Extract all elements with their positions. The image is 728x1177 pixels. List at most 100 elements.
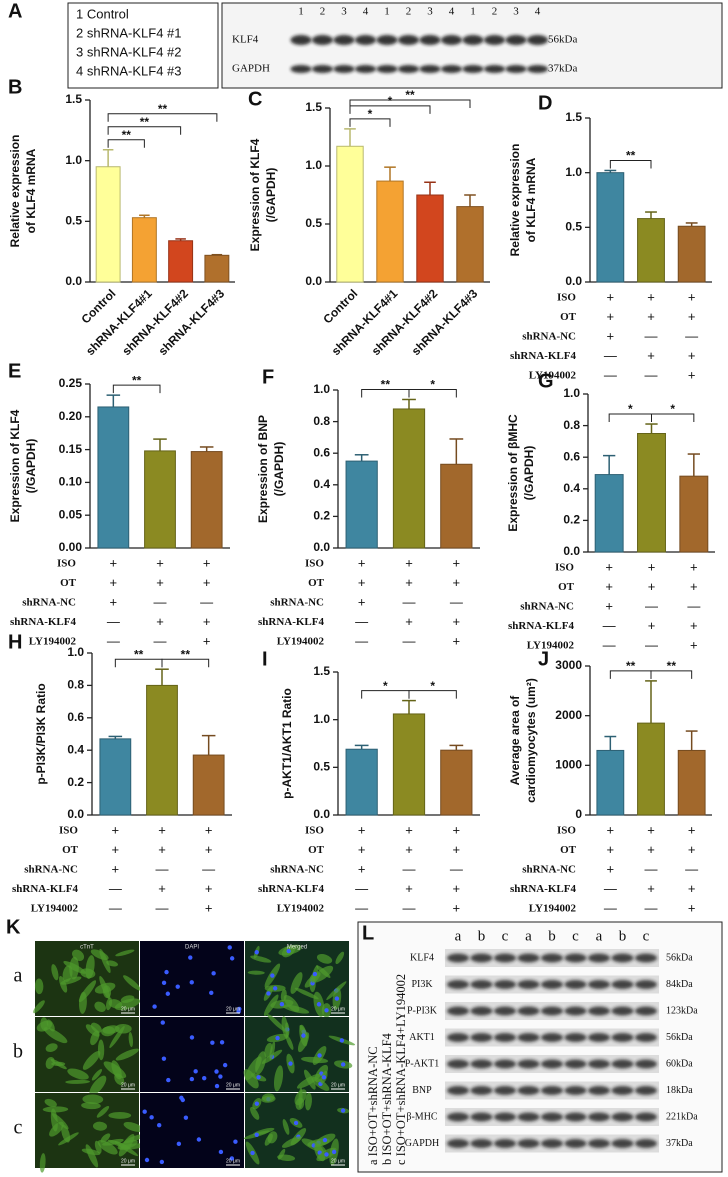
y-tick-label: 1.5 (313, 664, 330, 678)
blot-band (517, 1139, 540, 1148)
nucleus (256, 1075, 261, 1080)
treatment-mark: + (158, 881, 166, 896)
blot-band (447, 1086, 469, 1095)
bar (97, 406, 130, 549)
treatment-mark: + (648, 618, 656, 633)
blot-band (517, 1033, 540, 1042)
blot-band (333, 65, 355, 73)
blot-band (470, 953, 493, 963)
bar (677, 749, 706, 816)
nucleus (202, 1075, 207, 1081)
treatment-label: LY194002 (31, 903, 79, 915)
blot-band (484, 35, 505, 45)
significance-bracket (349, 118, 391, 127)
treatment-label: LY194002 (29, 636, 77, 648)
cell (283, 994, 300, 1012)
blot-band (588, 953, 610, 963)
legend-text: c ISO+OT+shRNA-KLF4+LY194002 (394, 974, 408, 1165)
treatment-label: OT (60, 577, 77, 589)
treatment-label: shRNA-KLF4 (10, 616, 77, 628)
blot-band (588, 1112, 610, 1122)
lane-label: 1 (470, 6, 476, 18)
bar (144, 450, 176, 549)
blot-band (541, 1112, 563, 1122)
treatment-label: ISO (557, 292, 576, 304)
treatment-mark: — (403, 861, 416, 876)
treatment-mark: + (605, 559, 613, 574)
treatment-label: OT (62, 844, 79, 856)
blot-band (290, 65, 312, 73)
treatment-mark: — (403, 633, 416, 648)
blot-band (611, 1059, 634, 1069)
treatment-mark: + (607, 861, 615, 876)
blot-band (611, 1139, 634, 1148)
panel-label: G (538, 370, 554, 392)
cell (96, 1105, 110, 1118)
blot-band (505, 35, 527, 45)
nucleus (218, 1074, 223, 1079)
y-tick-label: 1.0 (313, 382, 330, 396)
treatment-mark: + (112, 822, 120, 837)
treatment-mark: — (355, 881, 368, 896)
lane-label: 3 (427, 6, 433, 18)
blot-row-label: GAPDH (405, 1138, 439, 1149)
legend-text: b ISO+OT+shRNA-KLF4 (380, 1032, 394, 1165)
blot-row-label: GAPDH (232, 63, 270, 75)
blot-row-label: AKT1 (409, 1032, 435, 1043)
treatment-mark: + (405, 555, 413, 570)
cell (261, 1093, 275, 1102)
treatment-mark: + (688, 289, 696, 304)
blot-band (470, 1006, 493, 1016)
y-axis-label: Expression of KLF4 (248, 138, 262, 251)
treatment-label: OT (308, 577, 325, 589)
treatment-mark: — (645, 328, 658, 343)
treatment-label: shRNA-NC (24, 864, 78, 876)
cell (101, 1026, 116, 1037)
blot-band (564, 1112, 587, 1122)
nucleus (250, 1150, 255, 1156)
treatment-mark: + (110, 575, 118, 590)
treatment-label: shRNA-NC (22, 597, 76, 609)
bar (204, 254, 230, 283)
treatment-mark: + (405, 881, 413, 896)
treatment-mark: — (645, 367, 658, 382)
y-tick-label: 0.0 (565, 274, 582, 288)
scale-bar-label: 20 μm (226, 1006, 240, 1012)
lane-label: c (643, 928, 650, 944)
treatment-label: ISO (57, 558, 76, 570)
significance-label: * (430, 679, 435, 693)
nucleus (222, 1062, 228, 1068)
treatment-mark: — (645, 598, 658, 613)
bar (146, 684, 178, 816)
bar (596, 749, 625, 816)
treatment-mark: + (203, 575, 211, 590)
cell (117, 1139, 138, 1150)
blot-band (398, 35, 419, 45)
blot-band (527, 65, 548, 73)
treatment-mark: + (205, 900, 213, 915)
y-tick-label: 0.4 (67, 742, 84, 756)
treatment-label: shRNA-KLF4 (510, 883, 577, 895)
bar (637, 433, 666, 553)
nucleus (340, 1108, 346, 1113)
significance-label: ** (667, 659, 677, 673)
blot-band (441, 35, 462, 45)
significance-bracket (651, 413, 695, 423)
column-label: DAPI (185, 945, 199, 951)
treatment-mark: + (607, 842, 615, 857)
significance-bracket (112, 384, 161, 394)
cell (67, 1068, 89, 1080)
blot-band (611, 1112, 634, 1122)
treatment-mark: — (156, 861, 169, 876)
treatment-mark: + (205, 842, 213, 857)
y-tick-label: 0.00 (59, 540, 83, 554)
cell (115, 1048, 139, 1061)
blot-band (564, 1086, 587, 1095)
nucleus (317, 1053, 322, 1058)
treatment-mark: + (647, 289, 655, 304)
treatment-mark: + (203, 614, 211, 629)
y-tick-label: 1.0 (305, 158, 322, 172)
nucleus (288, 1061, 293, 1066)
cell (267, 1014, 286, 1032)
blot-band (611, 953, 634, 963)
